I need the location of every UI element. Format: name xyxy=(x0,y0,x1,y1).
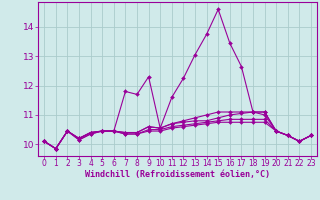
X-axis label: Windchill (Refroidissement éolien,°C): Windchill (Refroidissement éolien,°C) xyxy=(85,170,270,179)
